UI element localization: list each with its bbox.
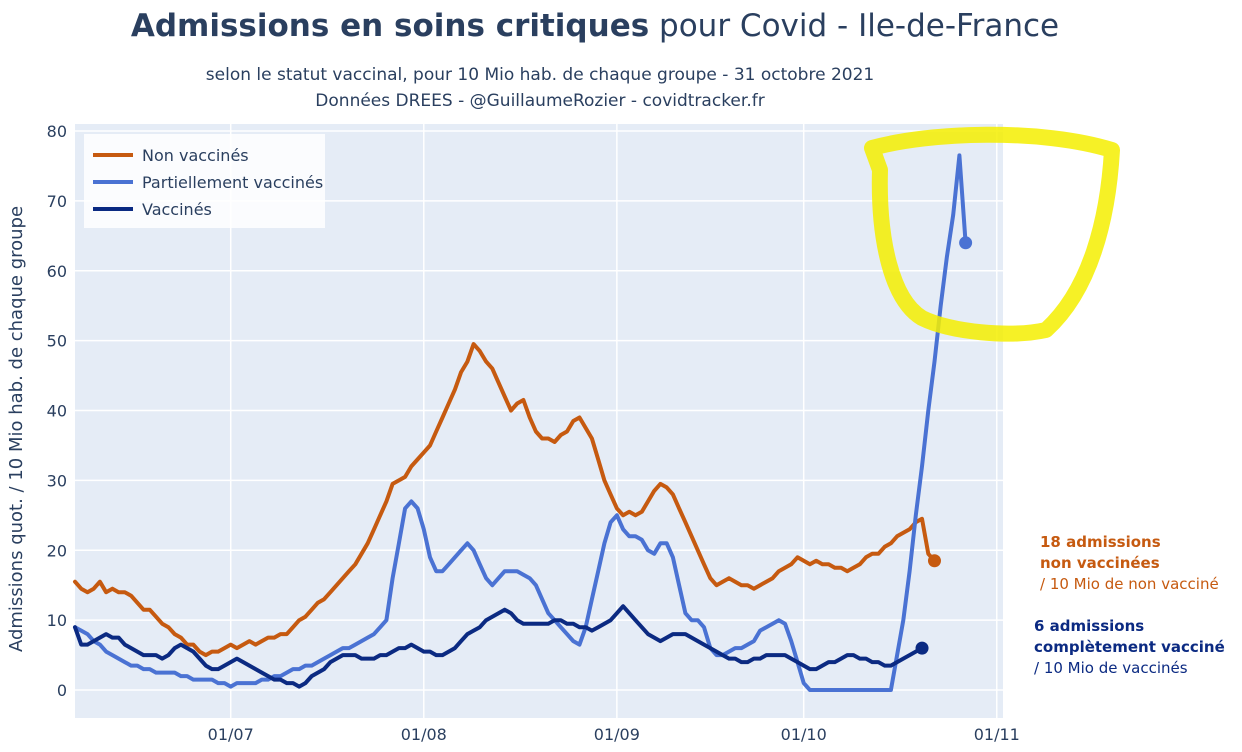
y-tick-label: 70 [47, 192, 67, 211]
y-axis-title: Admissions quot. / 10 Mio hab. de chaque… [6, 206, 27, 652]
chart-subtitle-line2: Données DREES - @GuillaumeRozier - covid… [315, 91, 765, 111]
y-tick-label: 80 [47, 122, 67, 141]
y-tick-label: 0 [57, 681, 67, 700]
annotation-vaccinated-count: 6 admissions [1034, 617, 1145, 635]
highlight-scribble [864, 126, 1120, 342]
annotation-vaccinated-label: complètement vacciné [1034, 638, 1225, 656]
annotation-unvaccinated-label: non vaccinées [1040, 554, 1160, 572]
annotation-unvaccinated: 18 admissions non vaccinées / 10 Mio de … [1040, 532, 1219, 595]
annotation-vaccinated: 6 admissions complètement vacciné / 10 M… [1034, 616, 1225, 679]
series-line [73, 153, 968, 692]
series-end-marker [927, 554, 941, 568]
x-tick-label: 01/10 [781, 725, 827, 744]
series-line [73, 342, 937, 658]
chart-title-rest: pour Covid - Ile-de-France [659, 8, 1060, 44]
y-tick-label: 60 [47, 262, 67, 281]
y-tick-label: 40 [47, 402, 67, 421]
annotation-vaccinated-unit: / 10 Mio de vaccinés [1034, 659, 1188, 677]
legend-label: Vaccinés [142, 200, 212, 219]
y-tick-label: 30 [47, 471, 67, 490]
y-tick-label: 20 [47, 541, 67, 560]
x-tick-label: 01/07 [208, 725, 254, 744]
legend-label: Partiellement vaccinés [142, 173, 323, 192]
chart-title-bold: Admissions en soins critiques [130, 8, 650, 44]
annotation-unvaccinated-count: 18 admissions [1040, 533, 1161, 551]
chart-title: Admissions en soins critiques pour Covid… [0, 4, 1190, 48]
x-tick-label: 01/08 [401, 725, 447, 744]
x-tick-label: 01/11 [974, 725, 1020, 744]
legend-label: Non vaccinés [142, 146, 249, 165]
series-line [73, 604, 924, 689]
y-tick-label: 10 [47, 611, 67, 630]
series-end-marker [959, 236, 973, 250]
series-end-marker [915, 641, 929, 655]
annotation-unvaccinated-unit: / 10 Mio de non vacciné [1040, 575, 1219, 593]
x-tick-label: 01/09 [594, 725, 640, 744]
chart-subtitle-line1: selon le statut vaccinal, pour 10 Mio ha… [205, 65, 875, 85]
y-tick-label: 50 [47, 332, 67, 351]
